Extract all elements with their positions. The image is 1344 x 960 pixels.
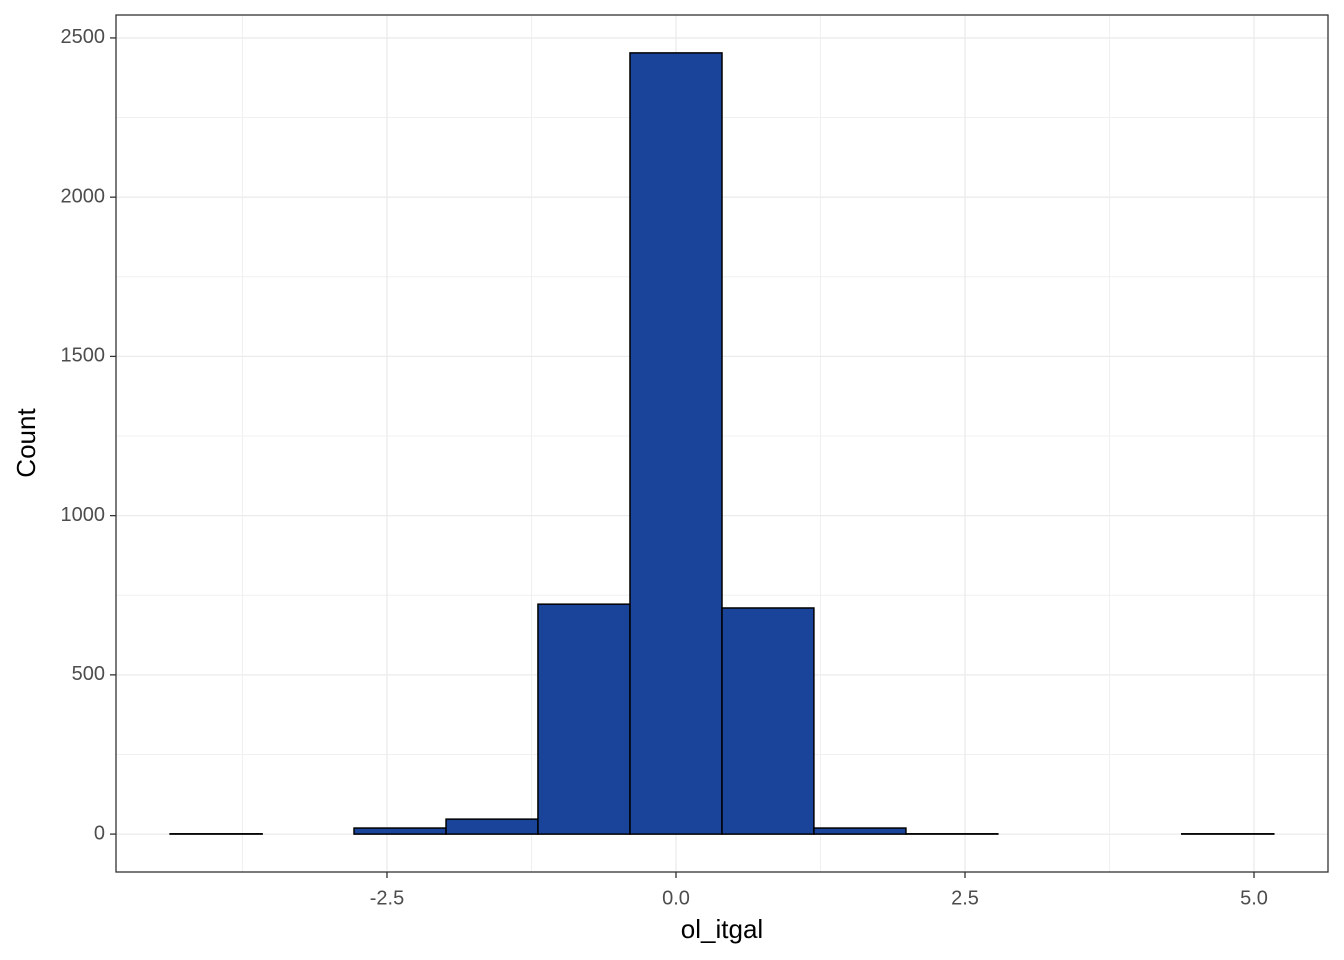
y-tick-label: 500 [72, 663, 105, 685]
y-tick-label: 1000 [61, 504, 106, 526]
bar [353, 827, 447, 835]
bar [537, 603, 631, 835]
bars [169, 52, 1275, 835]
panel-border [115, 14, 1329, 873]
y-axis-title: Count [11, 408, 41, 478]
bar [445, 818, 539, 835]
tick-labels: 0 500 1000 1500 2000 2500 -2.5 0.0 2.5 5.0 [61, 26, 1268, 909]
y-tick-label: 1500 [61, 345, 106, 367]
y-tick-label: 0 [94, 822, 105, 844]
bar [721, 607, 815, 835]
x-tick-label: 5.0 [1240, 887, 1268, 909]
x-tick-label: 0.0 [662, 887, 690, 909]
x-axis-title: ol_itgal [681, 914, 763, 944]
x-tick-label: 2.5 [951, 887, 979, 909]
bar [813, 827, 907, 835]
y-tick-label: 2000 [61, 185, 106, 207]
bar [629, 52, 723, 835]
y-tick-label: 2500 [61, 26, 106, 48]
x-tick-label: -2.5 [370, 887, 404, 909]
